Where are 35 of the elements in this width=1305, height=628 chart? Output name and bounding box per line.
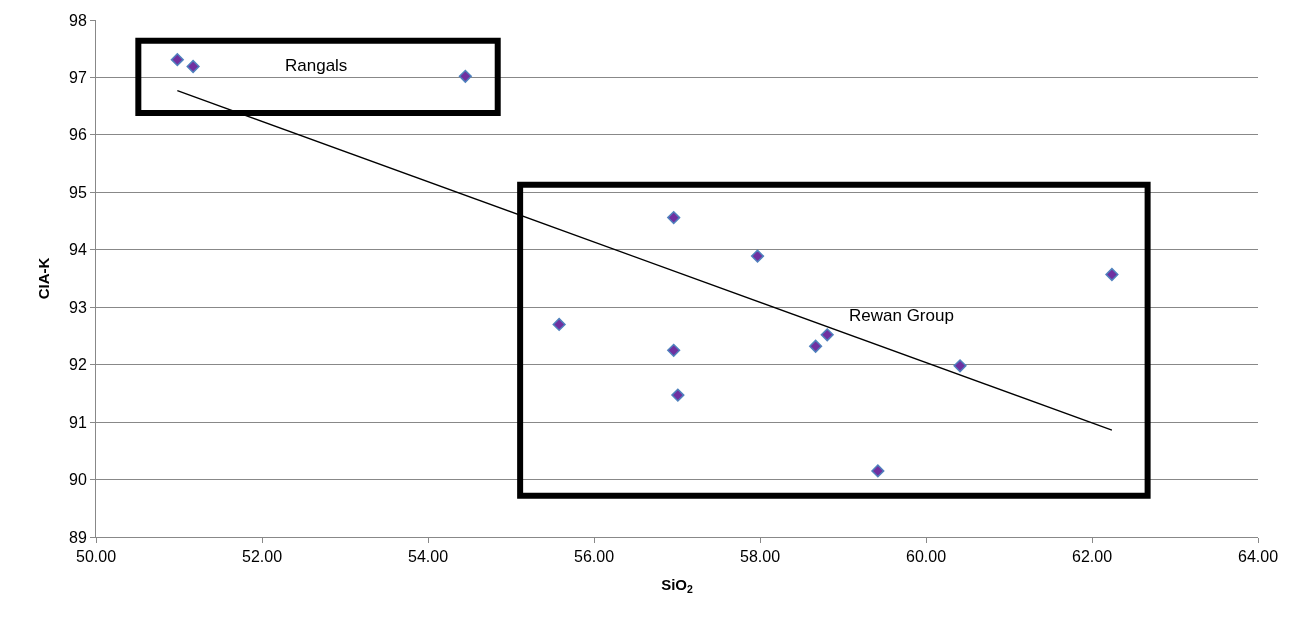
point	[667, 343, 681, 357]
point	[667, 211, 681, 225]
point	[671, 388, 685, 402]
x-tick-label: 64.00	[1237, 548, 1279, 566]
point	[953, 359, 967, 373]
point	[458, 69, 472, 83]
y-tick-label: 89	[69, 528, 87, 546]
point	[170, 53, 184, 67]
y-tick-label: 92	[69, 356, 87, 374]
annotation: Rewan Group	[849, 306, 954, 325]
x-tick-label: 54.00	[407, 548, 449, 566]
y-tick-label: 98	[69, 11, 87, 29]
point	[186, 59, 200, 74]
x-axis-title: SiO$_{2}$	[661, 576, 693, 596]
y-tick-label: 93	[69, 298, 87, 316]
point	[809, 339, 823, 353]
y-tick-label: 91	[69, 413, 87, 431]
point	[1105, 267, 1119, 282]
point	[871, 464, 885, 478]
y-tick-label: 97	[69, 69, 87, 87]
point	[552, 317, 566, 332]
x-tick-label: 56.00	[573, 548, 615, 566]
annotation: Rangals	[285, 56, 348, 75]
y-tick-label: 94	[69, 241, 87, 259]
point	[820, 328, 834, 342]
y-tick-label: 96	[69, 126, 87, 144]
x-tick-label: 50.00	[75, 548, 117, 566]
x-tick-label: 52.00	[241, 548, 283, 566]
x-tick-label: 60.00	[905, 548, 947, 566]
x-tick-label: 62.00	[1071, 548, 1113, 566]
point	[750, 249, 765, 263]
y-axis-title: CIA-K	[35, 257, 53, 300]
y-tick-label: 90	[69, 471, 87, 489]
x-tick-label: 58.00	[739, 548, 781, 566]
y-tick-label: 95	[69, 183, 87, 201]
